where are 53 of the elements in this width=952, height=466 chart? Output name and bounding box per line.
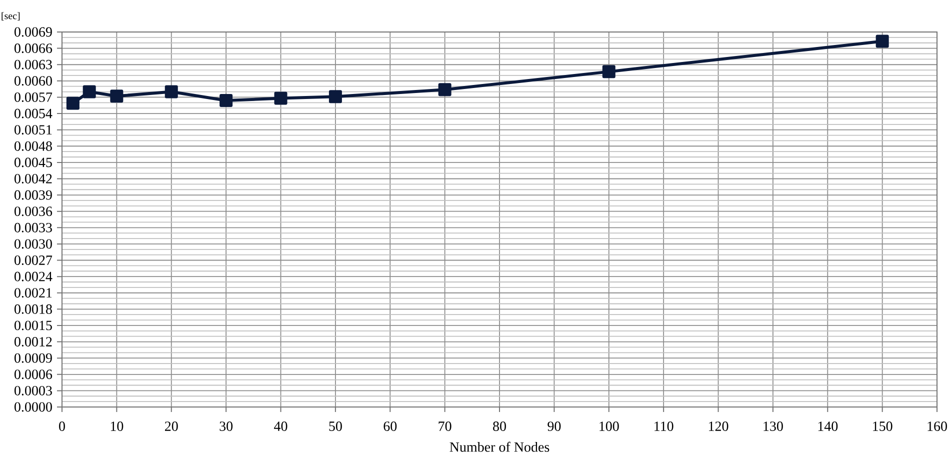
y-tick-label: 0.0024	[14, 272, 52, 282]
y-tick-label: 0.0054	[14, 108, 52, 118]
point	[82, 85, 96, 98]
y-tick-label: 0.0063	[14, 60, 52, 70]
point	[164, 85, 178, 98]
y-tick-label: 0.0006	[14, 370, 52, 380]
point	[876, 34, 889, 48]
y-tick-label: 0.0042	[14, 174, 52, 184]
x-tick-label: 120	[708, 422, 728, 431]
x-tick-label: 110	[654, 422, 674, 431]
point	[274, 92, 288, 105]
x-tick-label: 60	[384, 422, 397, 431]
y-tick-label: 0.0000	[14, 402, 52, 412]
y-tick-label: 0.0051	[14, 125, 52, 135]
x-tick-label: 50	[329, 422, 342, 431]
y-tick-label: 0.0069	[14, 27, 52, 37]
y-tick-label: 0.0018	[14, 304, 52, 314]
y-tick-label: 0.0003	[14, 386, 52, 396]
point	[328, 90, 342, 104]
point	[220, 94, 233, 107]
y-axis-title: [sec]	[2, 12, 20, 20]
y-tick-label: 0.0045	[14, 158, 52, 168]
point	[66, 96, 80, 110]
x-tick-label: 70	[438, 422, 452, 431]
point	[110, 90, 124, 103]
y-tick-label: 0.0033	[14, 222, 52, 232]
x-tick-label: 10	[110, 422, 124, 431]
x-tick-label: 150	[873, 422, 892, 431]
x-tick-label: 140	[818, 422, 838, 431]
y-tick-label: 0.0027	[14, 256, 52, 266]
y-tick-label: 0.0060	[14, 76, 52, 86]
y-tick-label: 0.0012	[14, 337, 52, 347]
y-tick-label: 0.0066	[14, 44, 52, 54]
y-tick-label: 0.0030	[14, 239, 52, 249]
x-tick-label: 90	[548, 422, 561, 431]
y-tick-label: 0.0021	[14, 288, 52, 298]
x-tick-label: 40	[274, 422, 288, 431]
x-tick-label: 20	[164, 422, 178, 431]
y-tick-label: 0.0009	[14, 353, 52, 363]
y-tick-label: 0.0048	[14, 141, 52, 151]
x-tick-label: 100	[600, 422, 619, 431]
x-tick-label: 0	[59, 422, 65, 431]
x-axis-title: Number of Nodes	[450, 442, 550, 452]
y-tick-label: 0.0057	[14, 92, 52, 102]
x-tick-label: 30	[220, 422, 233, 431]
point	[438, 83, 452, 96]
y-tick-label: 0.0039	[14, 190, 52, 200]
x-tick-label: 160	[928, 422, 947, 431]
y-tick-label: 0.0036	[14, 206, 52, 216]
y-tick-label: 0.0015	[14, 320, 52, 330]
x-tick-label: 80	[493, 422, 506, 431]
point	[602, 65, 616, 78]
x-tick-label: 130	[764, 422, 783, 431]
